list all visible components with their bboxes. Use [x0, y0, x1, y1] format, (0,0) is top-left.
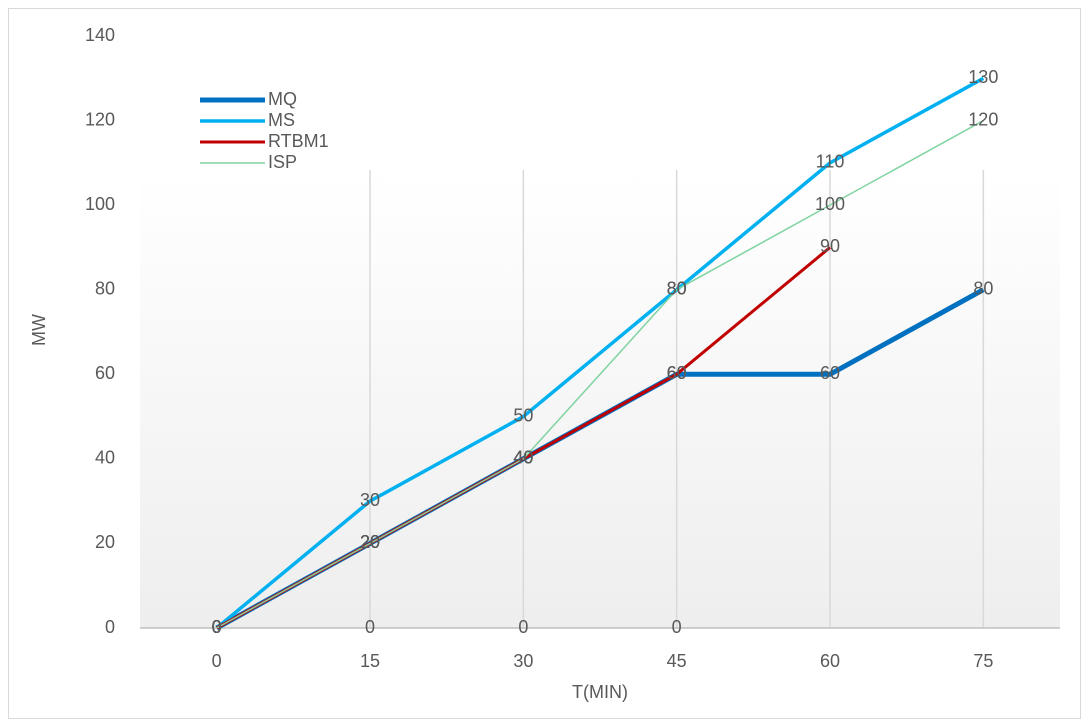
data-label: 60 — [820, 363, 840, 383]
data-label: 20 — [360, 532, 380, 552]
x-tick-label: 15 — [360, 651, 380, 671]
data-label: 80 — [667, 278, 687, 298]
data-label: 40 — [513, 448, 533, 468]
data-label: 40 — [513, 448, 533, 468]
data-label: 120 — [968, 109, 998, 129]
y-tick-label: 40 — [95, 448, 115, 468]
data-label: 110 — [816, 152, 845, 172]
x-tick-label: 45 — [667, 651, 687, 671]
data-label: 0 — [518, 617, 528, 637]
legend-label: ISP — [268, 152, 297, 172]
x-tick-label: 0 — [212, 651, 222, 671]
y-tick-label: 140 — [85, 25, 115, 45]
data-label: 0 — [212, 617, 222, 637]
data-label: 0 — [212, 617, 222, 637]
y-tick-label: 0 — [105, 617, 115, 637]
y-tick-label: 80 — [95, 278, 115, 298]
legend-label: MS — [268, 110, 295, 130]
data-label: 0 — [212, 617, 222, 637]
data-label: 80 — [667, 278, 687, 298]
data-label: 90 — [820, 236, 840, 256]
data-label: 30 — [360, 490, 380, 510]
legend-label: RTBM1 — [268, 131, 329, 151]
data-label: 130 — [968, 67, 998, 87]
data-label: 0 — [672, 617, 682, 637]
data-label: 0 — [212, 617, 222, 637]
data-label: 40 — [513, 448, 533, 468]
y-axis-title: MW — [29, 314, 49, 346]
data-label: 20 — [360, 532, 380, 552]
data-label: 50 — [513, 405, 533, 425]
x-axis-title: T(MIN) — [572, 682, 628, 702]
data-label: 0 — [212, 617, 222, 637]
y-tick-label: 120 — [85, 109, 115, 129]
data-label: 60 — [667, 363, 687, 383]
data-label: 100 — [815, 194, 845, 214]
data-label: 20 — [360, 532, 380, 552]
x-tick-label: 30 — [513, 651, 533, 671]
legend-label: MQ — [268, 89, 297, 109]
data-label: 80 — [973, 278, 993, 298]
y-tick-label: 100 — [85, 194, 115, 214]
series-line — [215, 76, 985, 630]
plot-background — [140, 170, 1060, 628]
y-tick-label: 20 — [95, 532, 115, 552]
x-tick-label: 75 — [973, 651, 993, 671]
data-label: 0 — [365, 617, 375, 637]
data-label: 60 — [667, 363, 687, 383]
series-line — [216, 119, 984, 629]
x-tick-label: 60 — [820, 651, 840, 671]
y-tick-label: 60 — [95, 363, 115, 383]
